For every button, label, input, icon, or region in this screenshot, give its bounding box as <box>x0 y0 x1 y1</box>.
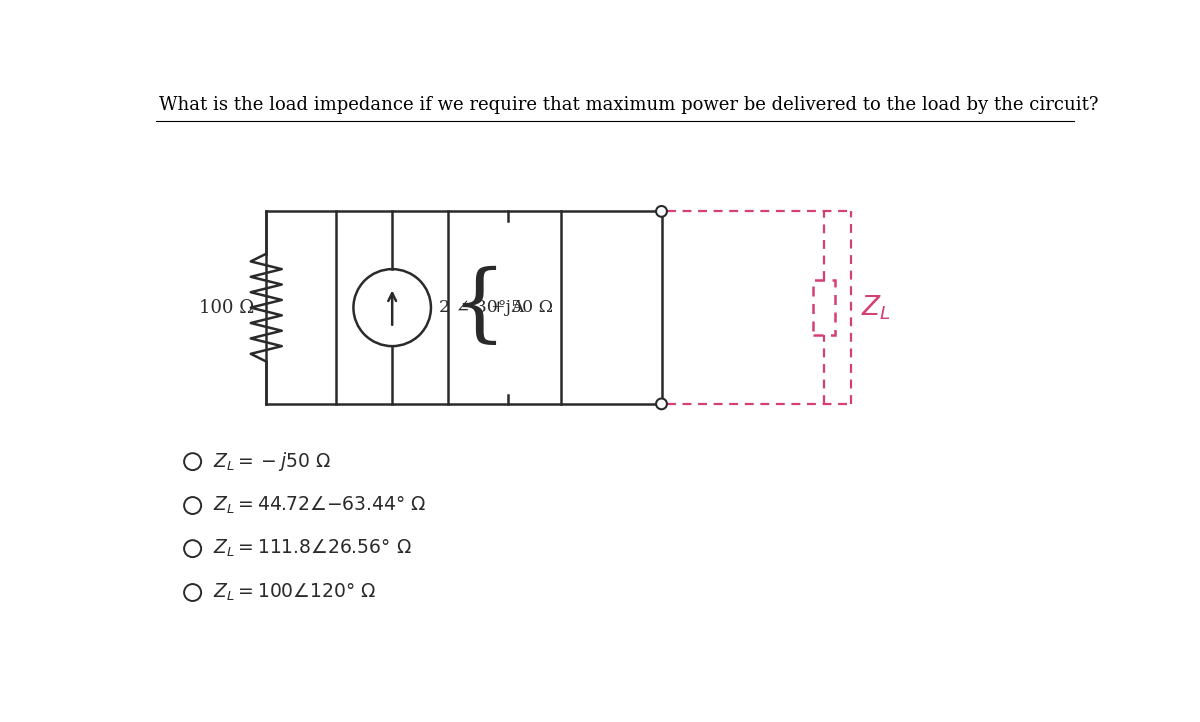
Text: 100 Ω: 100 Ω <box>199 299 254 317</box>
Text: $Z_L = 44.72\angle{-63.44°}\ \Omega$: $Z_L = 44.72\angle{-63.44°}\ \Omega$ <box>212 495 426 516</box>
Text: 2 ∠ 30° A: 2 ∠ 30° A <box>439 299 524 316</box>
Text: $Z_L = 111.8\angle{26.56°}\ \Omega$: $Z_L = 111.8\angle{26.56°}\ \Omega$ <box>212 538 412 560</box>
Text: +j50 Ω: +j50 Ω <box>491 299 553 316</box>
Text: $Z_L$: $Z_L$ <box>860 293 890 322</box>
Text: $Z_L = -j50\ \Omega$: $Z_L = -j50\ \Omega$ <box>212 450 331 473</box>
Text: {: { <box>451 266 505 349</box>
Text: $Z_L = 100\angle{120°}\ \Omega$: $Z_L = 100\angle{120°}\ \Omega$ <box>212 582 377 603</box>
Circle shape <box>656 399 667 409</box>
Text: What is the load impedance if we require that maximum power be delivered to the : What is the load impedance if we require… <box>160 96 1099 114</box>
Circle shape <box>656 206 667 217</box>
